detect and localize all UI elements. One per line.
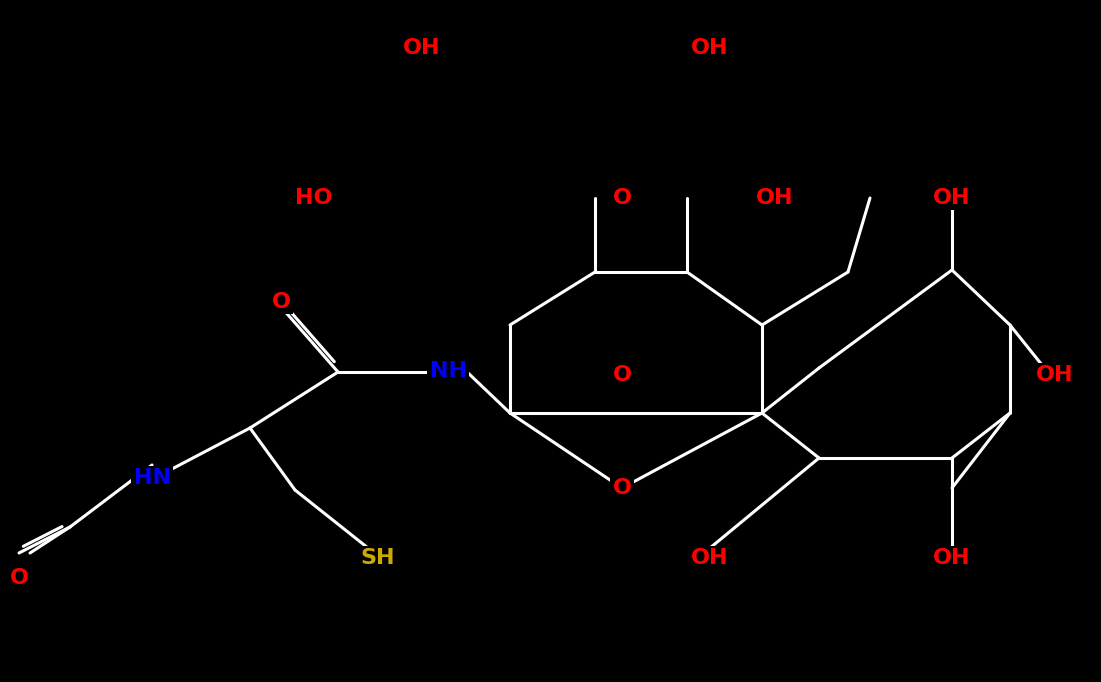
- Text: OH: OH: [1036, 365, 1073, 385]
- Text: O: O: [612, 365, 632, 385]
- Text: OH: OH: [403, 38, 440, 58]
- Text: SH: SH: [361, 548, 395, 568]
- Text: OH: OH: [691, 38, 729, 58]
- Text: O: O: [10, 568, 29, 588]
- Text: HO: HO: [295, 188, 333, 208]
- Text: OH: OH: [934, 548, 971, 568]
- Text: HN: HN: [133, 468, 171, 488]
- Text: O: O: [612, 478, 632, 498]
- Text: O: O: [272, 292, 291, 312]
- Text: O: O: [612, 188, 632, 208]
- Text: OH: OH: [756, 188, 794, 208]
- Text: OH: OH: [691, 548, 729, 568]
- Text: NH: NH: [429, 361, 467, 381]
- Text: OH: OH: [934, 188, 971, 208]
